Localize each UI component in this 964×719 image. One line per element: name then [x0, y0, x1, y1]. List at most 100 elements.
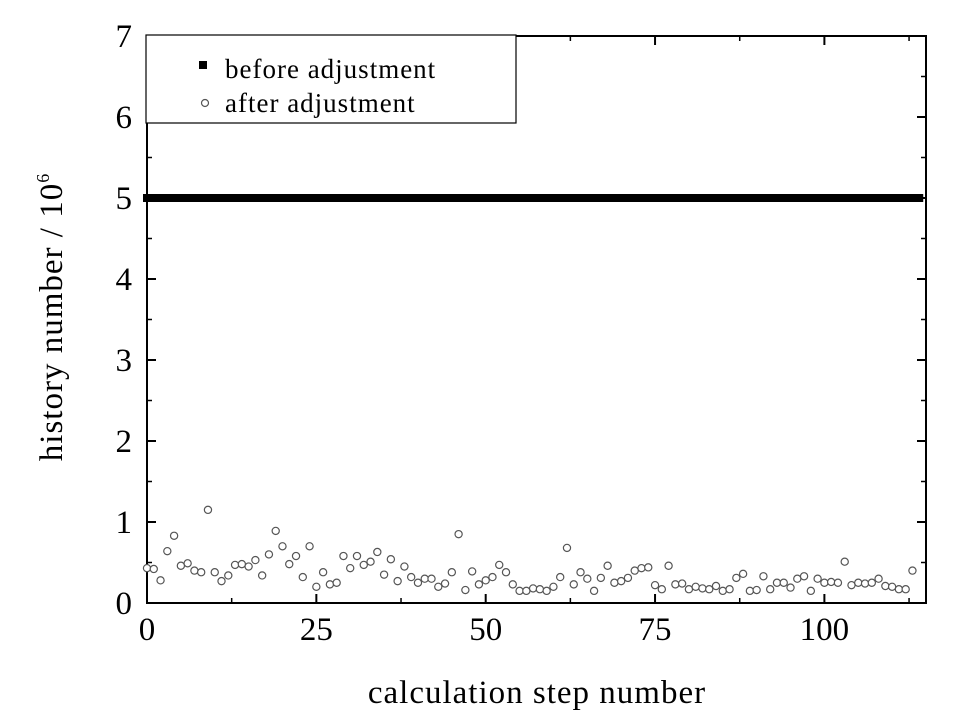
data-point-before-adjustment — [244, 194, 253, 202]
data-point-before-adjustment — [759, 194, 768, 202]
data-point-before-adjustment — [901, 194, 910, 202]
data-point-after-adjustment — [752, 585, 761, 595]
data-point-after-adjustment — [664, 561, 673, 570]
y-tick-label: 2 — [116, 424, 133, 460]
y-tick-label: 5 — [116, 181, 133, 217]
data-point-after-adjustment — [522, 586, 531, 596]
data-point-after-adjustment — [230, 560, 240, 570]
y-axis-title-text: history number / 10 — [34, 183, 70, 461]
data-point-before-adjustment — [840, 194, 849, 202]
data-point-before-adjustment — [522, 194, 531, 202]
data-point-after-adjustment — [508, 580, 517, 589]
data-point-before-adjustment — [779, 194, 788, 202]
data-point-after-adjustment — [176, 561, 186, 570]
data-point-before-adjustment — [712, 194, 721, 202]
data-point-after-adjustment — [224, 571, 233, 580]
data-point-before-adjustment — [366, 194, 375, 202]
data-point-before-adjustment — [576, 194, 585, 202]
data-point-after-adjustment — [887, 582, 897, 592]
data-point-after-adjustment — [759, 572, 768, 581]
legend-marker-after-adjustment — [200, 98, 210, 108]
data-point-before-adjustment — [549, 194, 558, 202]
data-point-after-adjustment — [867, 578, 877, 587]
y-axis: 0 1 2 3 4 5 6 7 — [116, 19, 926, 622]
data-point-after-adjustment — [257, 571, 267, 580]
data-point-after-adjustment — [528, 584, 538, 593]
data-point-before-adjustment — [210, 194, 219, 202]
data-point-after-adjustment — [400, 562, 409, 571]
data-point-after-adjustment — [298, 572, 307, 582]
data-point-before-adjustment — [488, 194, 497, 202]
data-point-after-adjustment — [474, 580, 484, 589]
data-point-before-adjustment — [427, 194, 436, 202]
data-point-after-adjustment — [894, 585, 904, 594]
data-point-after-adjustment — [576, 568, 585, 577]
data-point-after-adjustment — [711, 581, 721, 591]
data-point-after-adjustment — [556, 572, 565, 582]
data-point-before-adjustment — [231, 194, 240, 202]
data-point-after-adjustment — [535, 585, 545, 594]
data-point-before-adjustment — [691, 194, 700, 202]
data-point-before-adjustment — [637, 194, 646, 202]
data-point-before-adjustment — [305, 194, 314, 202]
data-point-before-adjustment — [590, 194, 599, 202]
data-point-before-adjustment — [468, 194, 477, 202]
data-point-after-adjustment — [156, 576, 165, 585]
data-point-before-adjustment — [529, 194, 538, 202]
data-point-after-adjustment — [271, 526, 280, 536]
data-point-after-adjustment — [305, 542, 314, 551]
data-point-before-adjustment — [678, 194, 687, 202]
data-point-after-adjustment — [677, 579, 687, 588]
data-point-before-adjustment — [915, 194, 924, 202]
data-point-before-adjustment — [603, 194, 612, 202]
data-point-before-adjustment — [407, 194, 416, 202]
data-point-before-adjustment — [346, 194, 355, 202]
data-point-after-adjustment — [610, 578, 619, 587]
data-point-after-adjustment — [325, 580, 335, 589]
data-point-before-adjustment — [461, 194, 470, 202]
data-point-after-adjustment — [691, 582, 700, 592]
data-point-after-adjustment — [339, 551, 348, 561]
data-point-after-adjustment — [163, 546, 172, 556]
data-point-after-adjustment — [413, 578, 423, 587]
data-point-before-adjustment — [569, 194, 578, 202]
data-point-after-adjustment — [813, 574, 822, 583]
data-point-before-adjustment — [495, 194, 504, 202]
data-point-after-adjustment — [657, 585, 667, 594]
data-point-before-adjustment — [861, 194, 870, 202]
data-point-before-adjustment — [258, 194, 267, 202]
series-before-adjustment — [143, 194, 924, 202]
x-tick-label: 75 — [639, 612, 672, 648]
data-point-after-adjustment — [725, 585, 734, 594]
data-point-after-adjustment — [589, 586, 599, 596]
data-point-before-adjustment — [888, 194, 897, 202]
data-point-before-adjustment — [143, 194, 151, 202]
data-point-before-adjustment — [705, 194, 714, 202]
data-point-before-adjustment — [203, 194, 212, 202]
data-point-after-adjustment — [705, 585, 714, 594]
data-point-before-adjustment — [623, 194, 632, 202]
data-point-after-adjustment — [901, 585, 910, 594]
data-point-before-adjustment — [434, 194, 443, 202]
data-point-before-adjustment — [312, 194, 321, 202]
data-point-before-adjustment — [176, 194, 185, 202]
data-point-after-adjustment — [467, 567, 477, 576]
data-point-before-adjustment — [894, 194, 903, 202]
data-point-before-adjustment — [197, 194, 206, 202]
data-point-after-adjustment — [169, 531, 179, 540]
data-point-before-adjustment — [474, 194, 483, 202]
y-tick-label: 1 — [116, 505, 133, 541]
data-point-before-adjustment — [542, 194, 551, 202]
x-axis-title: calculation step number — [368, 675, 706, 711]
data-point-after-adjustment — [623, 573, 633, 583]
data-point-before-adjustment — [651, 194, 660, 202]
data-point-after-adjustment — [217, 576, 226, 586]
data-point-after-adjustment — [495, 560, 504, 570]
data-point-after-adjustment — [366, 557, 375, 566]
data-point-after-adjustment — [203, 505, 213, 515]
x-tick-label: 0 — [139, 612, 156, 648]
data-point-before-adjustment — [617, 194, 626, 202]
data-point-before-adjustment — [644, 194, 653, 202]
data-point-after-adjustment — [285, 559, 294, 569]
data-point-before-adjustment — [190, 194, 199, 202]
